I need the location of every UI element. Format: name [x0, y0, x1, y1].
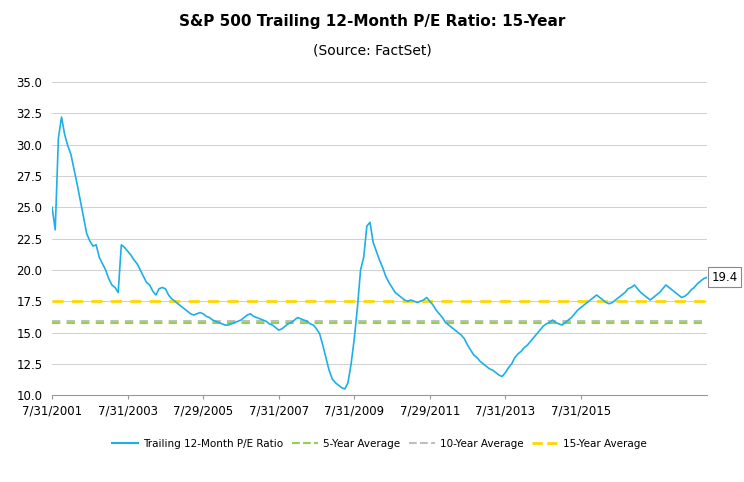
Text: 19.4: 19.4 [711, 271, 738, 284]
Text: (Source: FactSet): (Source: FactSet) [312, 43, 432, 57]
Legend: Trailing 12-Month P/E Ratio, 5-Year Average, 10-Year Average, 15-Year Average: Trailing 12-Month P/E Ratio, 5-Year Aver… [108, 434, 651, 453]
Text: S&P 500 Trailing 12-Month P/E Ratio: 15-Year: S&P 500 Trailing 12-Month P/E Ratio: 15-… [179, 14, 565, 29]
